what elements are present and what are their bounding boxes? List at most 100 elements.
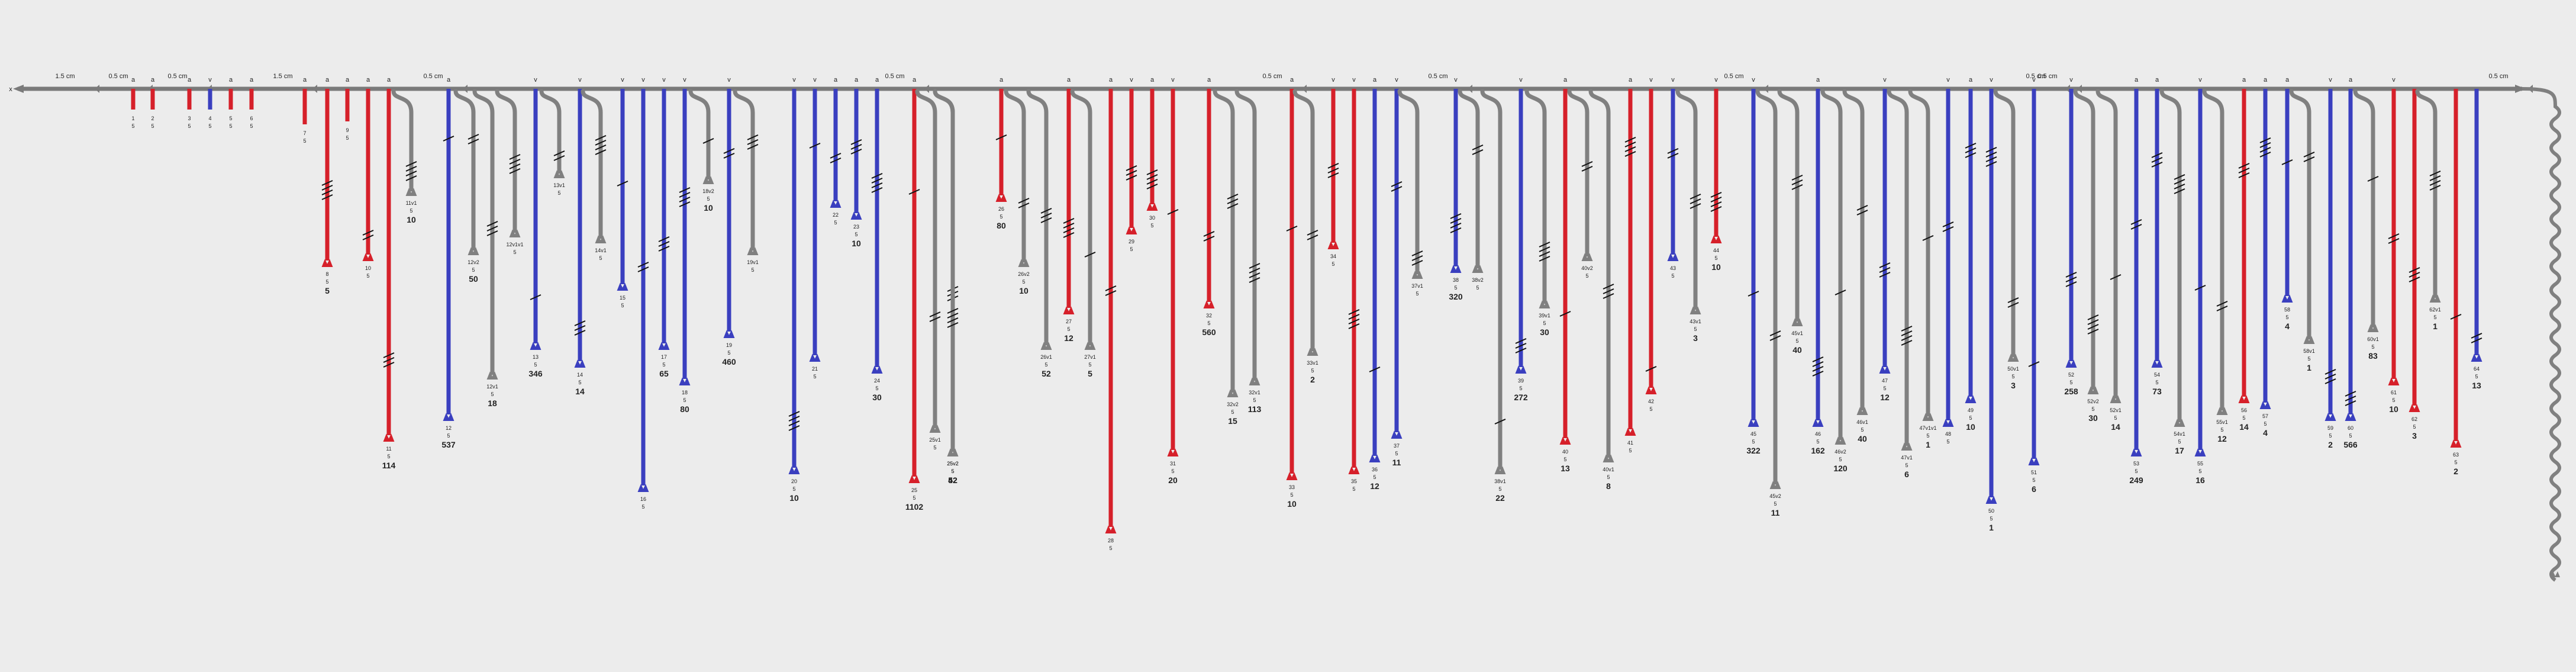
tendril-tip: [2551, 571, 2560, 577]
hatch-mark: [595, 140, 607, 146]
tip-id-label: 57: [2262, 413, 2268, 419]
branch-29: [1126, 89, 1137, 234]
tip-sub-label: 5: [1373, 474, 1376, 480]
hatch-mark: [1494, 419, 1506, 425]
scale-label: 0.5 cm: [1262, 73, 1282, 80]
hatch-mark: [637, 266, 649, 272]
hatch-mark: [2259, 147, 2271, 153]
tip-count-label: 6: [2032, 484, 2036, 494]
branch-stem: [472, 89, 495, 375]
scale-break-mark: [2077, 85, 2082, 93]
hatch-mark: [595, 144, 607, 150]
tip-count-label: 3: [2412, 431, 2417, 441]
tip-id-label: 43v1: [1690, 319, 1701, 324]
tip-mark: [1515, 365, 1527, 374]
tip-mark: [1249, 377, 1260, 385]
tip-sub-label: 5: [1311, 368, 1314, 374]
tip-sub-label: 5: [491, 391, 494, 397]
tip-id-label: 25v2: [947, 461, 959, 467]
tip-count-label: 13: [2472, 381, 2481, 390]
tip-mark: [1856, 407, 1868, 415]
tip-count-label: 346: [528, 369, 543, 378]
hatch-mark: [595, 149, 607, 155]
branch-60v1: [2353, 89, 2379, 332]
node-mark-label: v: [1883, 76, 1887, 83]
tip-mark: [1307, 348, 1318, 356]
branch-stem: [915, 89, 937, 429]
tip-sub-label: 5: [513, 249, 516, 255]
scale-break-mark: [1763, 85, 1768, 93]
branch-18: [679, 89, 691, 385]
hatch-mark: [383, 357, 395, 363]
node-mark-label: v: [2032, 76, 2036, 83]
tip-sub-label: 5: [1694, 326, 1697, 332]
tip-count-label: 5: [1088, 369, 1092, 378]
tip-count-label: 1102: [905, 502, 924, 512]
branch-47v1v1: [1908, 89, 1934, 421]
branch-57: [2259, 89, 2271, 409]
tip-id-label: 25: [911, 487, 917, 493]
tip-sub-label: 5: [557, 190, 560, 196]
tip-sub-label: 5: [1044, 362, 1047, 368]
tip-sub-label: 5: [683, 397, 686, 403]
hatch-mark: [2065, 276, 2077, 282]
tip-id-label: 46v2: [1835, 449, 1846, 455]
hatch-mark: [1411, 255, 1423, 261]
branch-62: [2409, 89, 2420, 412]
tip-count-label: 322: [1746, 446, 1761, 455]
hatch-mark: [1942, 221, 1954, 227]
hatch-mark: [850, 139, 862, 145]
node-mark-label: v: [1990, 76, 1993, 83]
tip-sub-label: 5: [707, 196, 710, 202]
scale-break-mark: [1302, 85, 1307, 93]
tip-id-label: 27v1: [1084, 354, 1096, 360]
tip-mark: [1922, 413, 1934, 421]
hatch-mark: [1879, 262, 1891, 268]
node-mark-label: a: [2264, 76, 2268, 83]
hatch-mark: [1146, 179, 1158, 185]
hatch-mark: [679, 192, 691, 198]
branch-stem: [1755, 89, 1778, 485]
tip-count-label: 2: [2328, 440, 2333, 449]
hatch-mark: [1105, 285, 1117, 291]
hatch-mark: [2110, 274, 2122, 280]
tip-id-label: 50v1: [2007, 366, 2019, 372]
tip-count-label: 8: [1606, 481, 1611, 491]
tip-sub-label: 5: [2178, 439, 2181, 445]
hatch-mark: [2174, 188, 2185, 194]
tip-count-label: 10: [2389, 404, 2398, 414]
branch-26: [995, 89, 1007, 202]
hatch-mark: [1581, 166, 1593, 172]
hatch-mark: [788, 416, 800, 422]
tip-sub-label: 5: [1714, 255, 1717, 261]
node-mark-label: v: [1752, 76, 1755, 83]
tip-count-label: 12: [1880, 393, 1890, 402]
hatch-mark: [2388, 238, 2400, 244]
hatch-mark: [1515, 338, 1527, 344]
tip-id-label: 12: [446, 425, 452, 431]
tip-id-label: 47v1v1: [1919, 425, 1936, 431]
tip-mark: [530, 342, 541, 350]
tip-count-label: 30: [1540, 327, 1549, 337]
branch-59: [2324, 89, 2336, 421]
hatch-mark: [1348, 309, 1360, 315]
tip-id-label: 19v1: [747, 259, 759, 265]
tip-count-label: 1: [2433, 321, 2438, 331]
tip-sub-label: 5: [1905, 462, 1908, 468]
tip-id-label: 26v1: [1040, 354, 1052, 360]
tip-mark: [468, 247, 479, 255]
branch-16: [637, 89, 649, 492]
hatch-mark: [1624, 151, 1636, 157]
hatch-mark: [2303, 152, 2315, 157]
hatch-mark: [509, 168, 521, 174]
tip-id-label: 61: [2391, 390, 2397, 396]
tip-sub-label: 5: [813, 374, 816, 380]
tip-mark: [2238, 395, 2250, 403]
tip-mark: [1167, 448, 1179, 456]
node-mark-label: v: [1130, 76, 1133, 83]
branch-49: [1965, 89, 1977, 403]
node-mark-label: v: [1649, 76, 1653, 83]
node-mark-label: v: [1671, 76, 1675, 83]
node-mark-label: a: [188, 76, 192, 83]
tip-sub-label: 5: [1150, 223, 1153, 229]
